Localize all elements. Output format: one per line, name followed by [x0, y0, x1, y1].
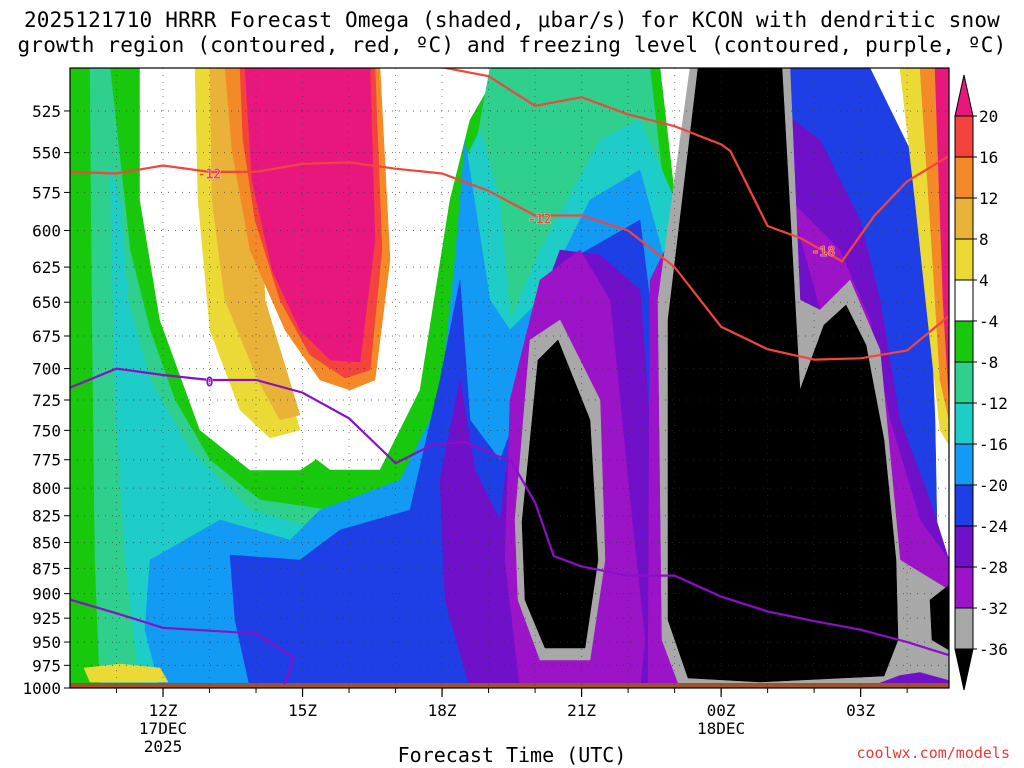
y-tick-label-700: 700	[32, 360, 61, 379]
colorbar-label-12: 12	[979, 189, 998, 208]
omega-region-13	[521, 339, 599, 649]
y-tick-label-850: 850	[32, 533, 61, 552]
y-tick-label-725: 725	[32, 391, 61, 410]
y-tick-label-575: 575	[32, 183, 61, 202]
plot-frame	[69, 67, 950, 689]
freezing-contour-1	[70, 598, 295, 685]
colorbar-label--36: -36	[979, 640, 1008, 659]
y-tick-label-1000: 1000	[22, 679, 61, 698]
colorbar-label--12: -12	[979, 394, 1008, 413]
colorbar-swatch-4	[954, 238, 974, 281]
omega-region-21	[244, 68, 376, 363]
y-tick-label-525: 525	[32, 102, 61, 121]
freezing-contour-0	[70, 367, 949, 657]
y-tick-label-975: 975	[32, 656, 61, 675]
ground-band	[70, 683, 949, 688]
colorbar-label-8: 8	[979, 230, 989, 249]
y-tick-label-925: 925	[32, 609, 61, 628]
contours: -12 -12 -18 0	[70, 68, 949, 685]
site-credit: coolwx.com/models	[856, 744, 1010, 762]
colorbar-label-20: 20	[979, 107, 998, 126]
colorbar-swatch-2	[954, 156, 974, 199]
x-tick-label-15Z: 15Z	[288, 701, 317, 720]
colorbar-swatch-5	[954, 279, 974, 322]
colorbar-label--28: -28	[979, 558, 1008, 577]
dgz-contour-1	[441, 68, 949, 263]
x-tick-label-18Z: 18Z	[428, 701, 457, 720]
colorbar-swatch-13	[954, 607, 974, 650]
colorbar: 20 16 12 8 4 -4 -8 -12 -16 -20 -24 -28 -32 -36	[954, 74, 1008, 691]
y-tick-label-600: 600	[32, 222, 61, 241]
x-tick-label-03Z: 03Z	[846, 701, 875, 720]
y-tick-label-750: 750	[32, 421, 61, 440]
chart-title-line2: growth region (contoured, red, ºC) and f…	[17, 33, 1007, 57]
colorbar-label--16: -16	[979, 435, 1008, 454]
y-tick-label-875: 875	[32, 559, 61, 578]
dgz-label-12a: -12	[198, 168, 221, 183]
colorbar-swatch-1	[954, 115, 974, 158]
colorbar-label-4: 4	[979, 271, 989, 290]
y-tick-label-900: 900	[32, 585, 61, 604]
colorbar-label--4: -4	[979, 312, 998, 331]
colorbar-swatch-9	[954, 443, 974, 486]
y-tick-label-650: 650	[32, 293, 61, 312]
freezing-label-0: 0	[206, 375, 214, 390]
colorbar-label--24: -24	[979, 517, 1008, 536]
omega-region-14	[667, 68, 899, 683]
colorbar-label--32: -32	[979, 599, 1008, 618]
colorbar-swatch-8	[954, 402, 974, 445]
colorbar-label--8: -8	[979, 353, 998, 372]
colorbar-swatch-11	[954, 525, 974, 568]
x-tick-label-12Z: 12Z	[149, 701, 178, 720]
colorbar-swatch-14	[954, 648, 974, 691]
colorbar-swatch-12	[954, 566, 974, 609]
chart-title-line1: 2025121710 HRRR Forecast Omega (shaded, …	[23, 8, 1001, 32]
omega-shading	[70, 68, 949, 688]
colorbar-swatch-3	[954, 197, 974, 240]
omega-region-25	[83, 663, 169, 683]
x-tick-sublabel-00Z-0: 18DEC	[697, 719, 745, 738]
y-tick-label-625: 625	[32, 258, 61, 277]
omega-region-15	[929, 584, 949, 651]
x-tick-sublabel-12Z-0: 17DEC	[139, 719, 187, 738]
colorbar-swatch-0	[954, 74, 974, 117]
chart-title: 2025121710 HRRR Forecast Omega (shaded, …	[0, 8, 1024, 58]
omega-region-24	[934, 68, 949, 401]
dgz-label-18: -18	[812, 245, 836, 260]
colorbar-label--20: -20	[979, 476, 1008, 495]
x-tick-sublabel-12Z-1: 2025	[144, 737, 183, 756]
y-tick-label-800: 800	[32, 479, 61, 498]
y-tick-label-825: 825	[32, 507, 61, 526]
axes: 525 550 575 600 625 650 675 700 725 750 775 800 825 8…	[22, 67, 950, 756]
colorbar-swatch-10	[954, 484, 974, 527]
x-axis-title: Forecast Time (UTC)	[397, 743, 627, 767]
y-tick-label-675: 675	[32, 327, 61, 346]
colorbar-swatch-7	[954, 361, 974, 404]
colorbar-label-16: 16	[979, 148, 998, 167]
colorbar-swatch-6	[954, 320, 974, 363]
dgz-contour-0	[70, 161, 949, 361]
dgz-label-12b: -12	[528, 213, 551, 228]
y-tick-label-950: 950	[32, 633, 61, 652]
x-tick-label-00Z: 00Z	[707, 701, 736, 720]
y-tick-label-550: 550	[32, 144, 61, 163]
x-tick-label-21Z: 21Z	[567, 701, 596, 720]
y-tick-label-775: 775	[32, 451, 61, 470]
